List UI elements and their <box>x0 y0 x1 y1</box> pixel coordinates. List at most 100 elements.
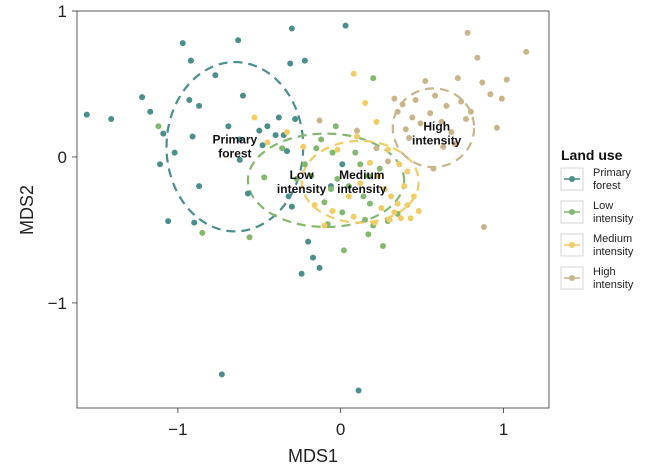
data-point <box>305 238 312 245</box>
data-point <box>139 94 146 101</box>
legend-dot <box>569 176 575 182</box>
data-point <box>235 37 242 44</box>
data-point <box>498 95 505 102</box>
data-point <box>264 139 271 146</box>
data-point <box>345 183 352 190</box>
data-point <box>391 209 398 216</box>
data-point <box>479 79 486 86</box>
data-point <box>464 29 471 36</box>
data-point <box>402 126 409 133</box>
data-point <box>404 202 411 209</box>
legend-dot <box>569 242 575 248</box>
data-point <box>236 136 243 143</box>
data-point <box>318 136 325 143</box>
x-tick-label: 0 <box>336 420 345 439</box>
data-point <box>375 172 382 179</box>
data-point <box>373 118 380 125</box>
data-point <box>246 234 253 241</box>
data-point <box>155 123 162 130</box>
data-point <box>160 130 167 137</box>
data-point <box>365 231 372 238</box>
data-point <box>440 143 447 150</box>
data-point <box>189 133 196 140</box>
data-point <box>397 215 404 222</box>
data-point <box>329 207 336 214</box>
legend-label: intensity <box>593 279 634 291</box>
data-point <box>285 193 292 200</box>
data-point <box>272 132 279 139</box>
data-point <box>300 143 307 150</box>
data-point <box>386 216 393 223</box>
data-point <box>225 123 232 130</box>
data-point <box>187 57 194 64</box>
data-point <box>362 99 369 106</box>
data-point <box>396 161 403 168</box>
legend: Land use PrimaryforestLowintensityMedium… <box>560 147 634 291</box>
data-point <box>339 209 346 216</box>
data-point <box>244 190 251 197</box>
legend-label: intensity <box>593 246 634 258</box>
plot-panel <box>76 10 550 409</box>
y-tick-label: −1 <box>48 294 67 313</box>
data-point <box>412 97 419 104</box>
ellipse-label: intensity <box>412 134 462 148</box>
data-point <box>451 140 458 147</box>
data-point <box>355 387 362 394</box>
data-point <box>376 165 383 172</box>
data-point <box>108 116 115 123</box>
data-point <box>339 161 346 168</box>
data-point <box>366 159 373 166</box>
data-point <box>261 174 268 181</box>
ellipse-label: High <box>423 120 450 134</box>
ellipse-label: Primary <box>213 133 258 147</box>
data-point <box>340 247 347 254</box>
data-point <box>384 146 391 153</box>
data-point <box>415 207 422 214</box>
data-point <box>292 116 299 123</box>
x-axis: −1 0 1 <box>168 408 508 439</box>
data-point <box>288 25 295 32</box>
confidence-ellipse <box>246 132 406 229</box>
data-point <box>399 101 406 108</box>
data-point <box>191 219 198 226</box>
legend-label: Medium <box>593 233 632 245</box>
data-point <box>401 183 408 190</box>
data-point <box>365 172 372 179</box>
data-point <box>362 216 369 223</box>
data-point <box>523 48 530 55</box>
ellipse-label: intensity <box>277 182 327 196</box>
data-point <box>275 114 282 121</box>
data-point <box>438 118 445 125</box>
data-point <box>321 222 328 229</box>
data-point <box>480 224 487 231</box>
legend-label: intensity <box>593 213 634 225</box>
data-point <box>199 229 206 236</box>
data-point <box>196 102 203 109</box>
data-point <box>394 108 401 115</box>
x-axis-title: MDS1 <box>288 446 338 466</box>
data-point <box>310 254 316 261</box>
data-point <box>409 114 416 121</box>
data-point <box>371 219 378 226</box>
data-point <box>288 203 295 210</box>
x-tick-label: 1 <box>499 420 508 439</box>
data-point <box>503 76 510 83</box>
data-point <box>378 205 385 212</box>
data-point <box>251 114 258 121</box>
data-point <box>83 111 90 118</box>
data-point <box>256 127 263 134</box>
y-axis-title: MDS2 <box>17 185 37 235</box>
data-point <box>259 142 266 149</box>
data-point <box>179 40 186 47</box>
y-tick-label: 1 <box>58 2 67 21</box>
data-point <box>430 165 437 172</box>
data-point <box>157 161 164 168</box>
data-point <box>311 202 318 209</box>
data-point <box>301 161 308 168</box>
confidence-ellipse <box>300 139 420 224</box>
data-point <box>350 70 357 77</box>
data-point <box>448 129 455 136</box>
data-point <box>381 186 388 193</box>
data-point <box>316 264 323 271</box>
